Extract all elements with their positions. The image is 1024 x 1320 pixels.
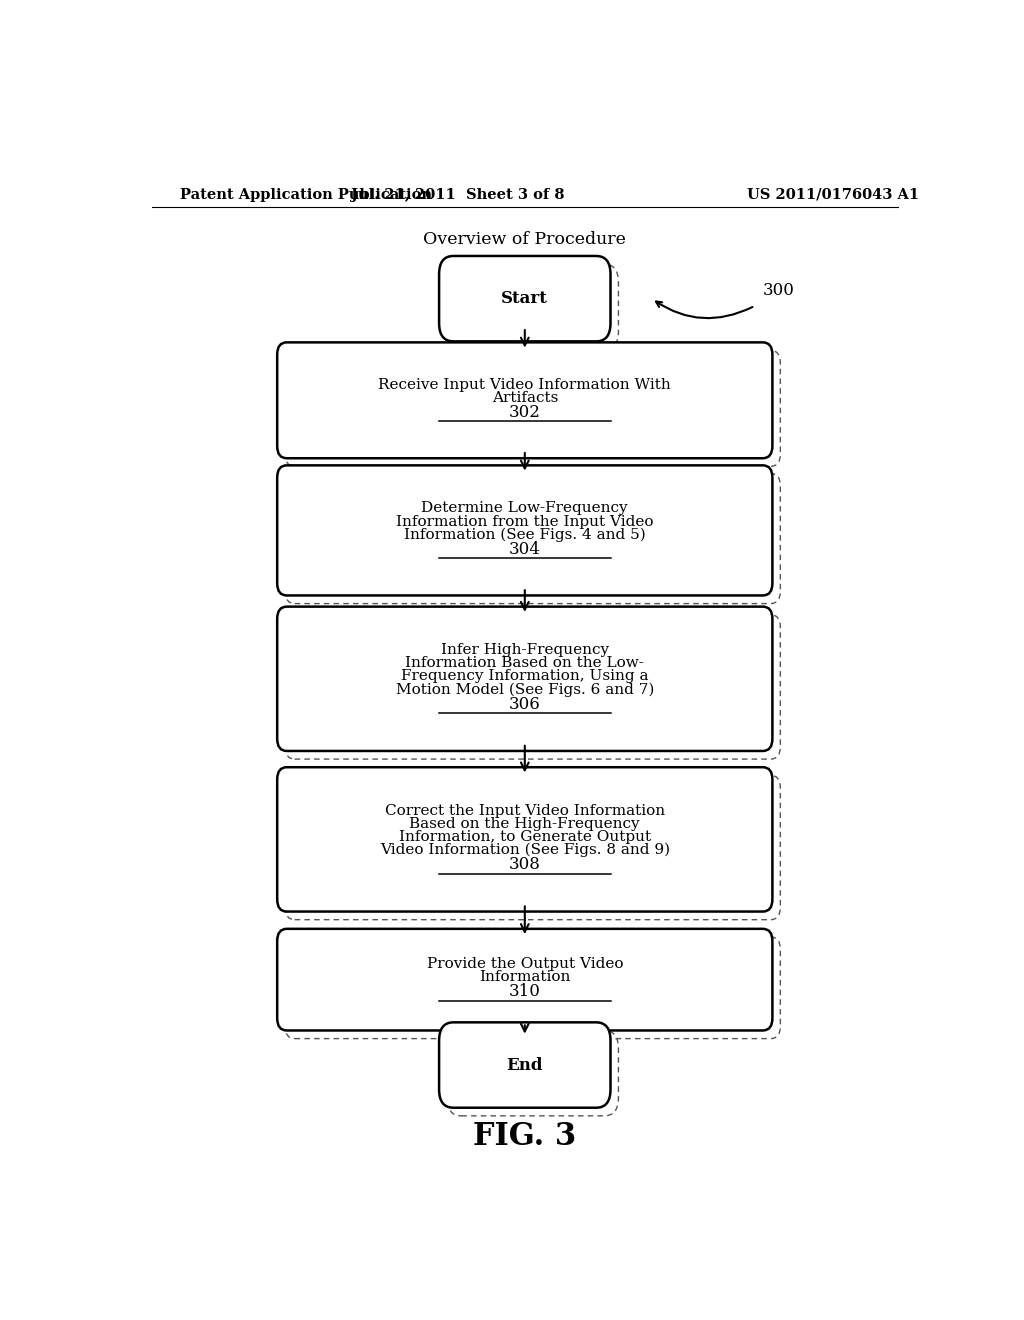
Text: Correct the Input Video Information: Correct the Input Video Information: [385, 804, 665, 818]
Text: Provide the Output Video: Provide the Output Video: [427, 957, 623, 972]
FancyBboxPatch shape: [278, 767, 772, 912]
Text: Artifacts: Artifacts: [492, 391, 558, 405]
Text: Patent Application Publication: Patent Application Publication: [179, 187, 431, 202]
Text: Frequency Information, Using a: Frequency Information, Using a: [401, 669, 648, 684]
FancyBboxPatch shape: [278, 342, 772, 458]
Text: Jul. 21, 2011  Sheet 3 of 8: Jul. 21, 2011 Sheet 3 of 8: [350, 187, 564, 202]
Text: 304: 304: [509, 541, 541, 558]
Text: Based on the High-Frequency: Based on the High-Frequency: [410, 817, 640, 832]
Text: Information: Information: [479, 970, 570, 985]
FancyBboxPatch shape: [278, 607, 772, 751]
Text: Start: Start: [502, 290, 548, 308]
Text: Infer High-Frequency: Infer High-Frequency: [440, 643, 609, 657]
FancyBboxPatch shape: [439, 1022, 610, 1107]
Text: 300: 300: [763, 282, 795, 300]
Text: Information from the Input Video: Information from the Input Video: [396, 515, 653, 528]
Text: Receive Input Video Information With: Receive Input Video Information With: [379, 378, 671, 392]
Text: 306: 306: [509, 696, 541, 713]
Text: Information, to Generate Output: Information, to Generate Output: [398, 830, 651, 843]
Text: 310: 310: [509, 983, 541, 1001]
Text: 302: 302: [509, 404, 541, 421]
Text: End: End: [507, 1056, 543, 1073]
Text: Information (See Figs. 4 and 5): Information (See Figs. 4 and 5): [403, 528, 646, 541]
Text: Determine Low-Frequency: Determine Low-Frequency: [422, 502, 628, 515]
FancyBboxPatch shape: [439, 256, 610, 342]
FancyBboxPatch shape: [278, 929, 772, 1031]
Text: Overview of Procedure: Overview of Procedure: [423, 231, 627, 248]
Text: Motion Model (See Figs. 6 and 7): Motion Model (See Figs. 6 and 7): [395, 682, 654, 697]
Text: FIG. 3: FIG. 3: [473, 1121, 577, 1151]
Text: 308: 308: [509, 857, 541, 874]
FancyBboxPatch shape: [278, 466, 772, 595]
Text: US 2011/0176043 A1: US 2011/0176043 A1: [748, 187, 920, 202]
Text: Video Information (See Figs. 8 and 9): Video Information (See Figs. 8 and 9): [380, 843, 670, 858]
Text: Information Based on the Low-: Information Based on the Low-: [406, 656, 644, 671]
